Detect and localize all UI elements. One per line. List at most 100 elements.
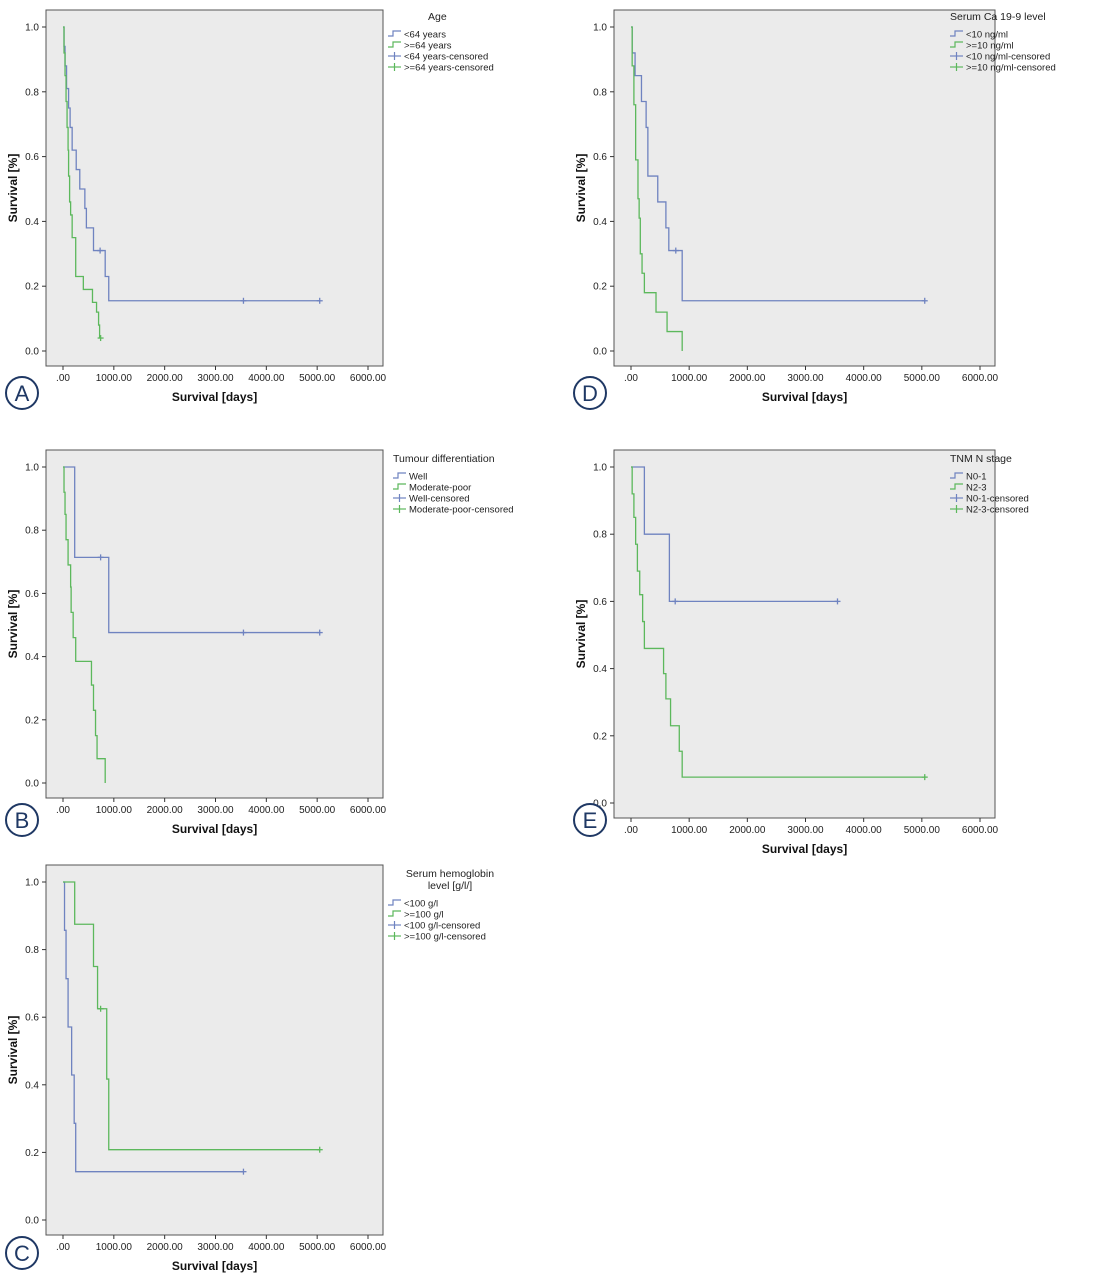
x-tick-label: .00 xyxy=(624,373,638,384)
x-tick-label: 2000.00 xyxy=(147,373,184,384)
y-axis-label: Survival [%] xyxy=(574,154,588,223)
y-tick-label: 0.4 xyxy=(25,217,39,228)
legend-item-label: >=64 years-censored xyxy=(404,63,494,74)
y-tick-label: 0.0 xyxy=(593,799,607,810)
survival-curve-group1 xyxy=(63,881,244,1173)
x-tick-label: 6000.00 xyxy=(350,805,387,816)
censor-mark xyxy=(921,774,928,781)
y-tick-label: 0.2 xyxy=(25,282,39,293)
x-tick-label: 6000.00 xyxy=(350,373,387,384)
legend-item-label: <10 ng/ml xyxy=(966,30,1008,41)
x-tick-label: 3000.00 xyxy=(787,373,824,384)
censor-mark xyxy=(316,629,323,636)
y-tick-label: 0.4 xyxy=(25,652,39,663)
legend: Serum Ca 19-9 level <10 ng/ml>=10 ng/ml<1… xyxy=(950,11,1056,74)
x-tick-label: 3000.00 xyxy=(787,825,824,836)
legend-item-label: <100 g/l-censored xyxy=(404,921,480,932)
legend-title: TNM N stage xyxy=(950,453,1012,465)
y-tick-label: 1.0 xyxy=(593,23,607,34)
survival-curve-group1 xyxy=(631,26,925,302)
y-tick-label: 0.6 xyxy=(593,597,607,608)
survival-curve-group2 xyxy=(631,26,683,351)
censor-mark xyxy=(921,297,928,304)
x-tick-label: 5000.00 xyxy=(299,805,336,816)
survival-curve-group2 xyxy=(631,466,925,778)
y-tick-label: 0.4 xyxy=(593,664,607,675)
y-axis-label: Survival [%] xyxy=(6,1016,20,1085)
x-axis-label: Survival [days] xyxy=(172,390,257,404)
survival-curve-group2 xyxy=(63,881,320,1151)
legend: Age <64 years>=64 years<64 years-censored… xyxy=(388,11,494,74)
y-axis-label: Survival [%] xyxy=(574,600,588,669)
x-tick-label: 1000.00 xyxy=(671,373,708,384)
legend-item-label: >=10 ng/ml xyxy=(966,41,1014,52)
legend-item-label: >=100 g/l xyxy=(404,910,444,921)
x-tick-label: 2000.00 xyxy=(147,805,184,816)
x-tick-label: 2000.00 xyxy=(729,373,766,384)
x-tick-label: 5000.00 xyxy=(299,1242,336,1253)
svg-text:A: A xyxy=(15,381,30,406)
legend: TNM N stage N0-1N2-3N0-1-censoredN2-3-cen… xyxy=(950,453,1029,516)
censor-mark xyxy=(97,247,104,254)
survival-curve-group1 xyxy=(631,466,838,603)
survival-curve-group2 xyxy=(63,466,106,783)
censor-mark xyxy=(834,598,841,605)
y-tick-label: 0.8 xyxy=(593,87,607,98)
y-axis-label: Survival [%] xyxy=(6,590,20,659)
y-tick-label: 0.6 xyxy=(25,589,39,600)
km-panel-b: 0.0 0.2 0.4 0.6 0.8 1.0 .00 1000.00 2000.00 3000.… xyxy=(0,440,540,865)
y-tick-label: 1.0 xyxy=(25,23,39,34)
x-tick-label: 6000.00 xyxy=(962,373,999,384)
km-panel-c: 0.0 0.2 0.4 0.6 0.8 1.0 .00 1000.00 2000.00 3000.… xyxy=(0,855,540,1280)
legend-title: Age xyxy=(428,11,447,23)
y-tick-label: 0.2 xyxy=(25,1148,39,1159)
x-tick-label: 1000.00 xyxy=(96,1242,133,1253)
panel-letter-a: A xyxy=(5,376,39,410)
y-tick-label: 0.2 xyxy=(593,731,607,742)
censor-mark xyxy=(97,1005,104,1012)
legend-title: Serum hemoglobin xyxy=(406,868,494,880)
y-tick-label: 1.0 xyxy=(593,463,607,474)
x-tick-label: 3000.00 xyxy=(197,373,234,384)
x-tick-label: 4000.00 xyxy=(248,373,285,384)
legend-item-label: Well-censored xyxy=(409,494,470,505)
censor-mark xyxy=(316,1146,323,1153)
legend-item-label: >=10 ng/ml-censored xyxy=(966,63,1056,74)
x-tick-label: 2000.00 xyxy=(729,825,766,836)
censor-mark xyxy=(97,335,104,342)
legend-item-label: Moderate-poor-censored xyxy=(409,505,514,516)
y-tick-label: 0.0 xyxy=(593,347,607,358)
panel-letter-d: D xyxy=(573,376,607,410)
x-tick-label: 6000.00 xyxy=(962,825,999,836)
y-tick-label: 0.6 xyxy=(593,152,607,163)
x-axis-label: Survival [days] xyxy=(172,822,257,836)
legend-item-label: N0-1 xyxy=(966,472,987,483)
legend-item-label: <100 g/l xyxy=(404,899,438,910)
svg-text:D: D xyxy=(582,381,598,406)
y-tick-label: 0.2 xyxy=(25,715,39,726)
x-tick-label: .00 xyxy=(624,825,638,836)
y-tick-label: 0.6 xyxy=(25,152,39,163)
km-panel-a: 0.0 0.2 0.4 0.6 0.8 1.0 .00 1000.00 2000.00 3000.… xyxy=(0,0,540,425)
legend-item-label: N2-3 xyxy=(966,483,987,494)
x-tick-label: .00 xyxy=(56,805,70,816)
x-axis-label: Survival [days] xyxy=(172,1259,257,1273)
x-axis-label: Survival [days] xyxy=(762,390,847,404)
y-tick-label: 0.2 xyxy=(593,282,607,293)
svg-text:E: E xyxy=(583,808,598,833)
censor-mark xyxy=(672,247,679,254)
censor-mark xyxy=(240,297,247,304)
km-panel-e: 0.0 0.2 0.4 0.6 0.8 1.0 .00 1000.00 2000.00 3000.… xyxy=(568,440,1106,865)
km-panel-d: 0.0 0.2 0.4 0.6 0.8 1.0 .00 1000.00 2000.00 3000.… xyxy=(568,0,1106,425)
legend-item-label: Moderate-poor xyxy=(409,483,471,494)
x-axis-label: Survival [days] xyxy=(762,842,847,856)
y-tick-label: 0.8 xyxy=(25,87,39,98)
plot-area xyxy=(613,449,996,819)
x-tick-label: .00 xyxy=(56,373,70,384)
x-tick-label: 1000.00 xyxy=(96,805,133,816)
legend-item-label: <10 ng/ml-censored xyxy=(966,52,1050,63)
y-tick-label: 0.8 xyxy=(25,945,39,956)
legend-item-label: N2-3-censored xyxy=(966,505,1029,516)
svg-text:C: C xyxy=(14,1241,30,1266)
x-tick-label: 5000.00 xyxy=(904,373,941,384)
